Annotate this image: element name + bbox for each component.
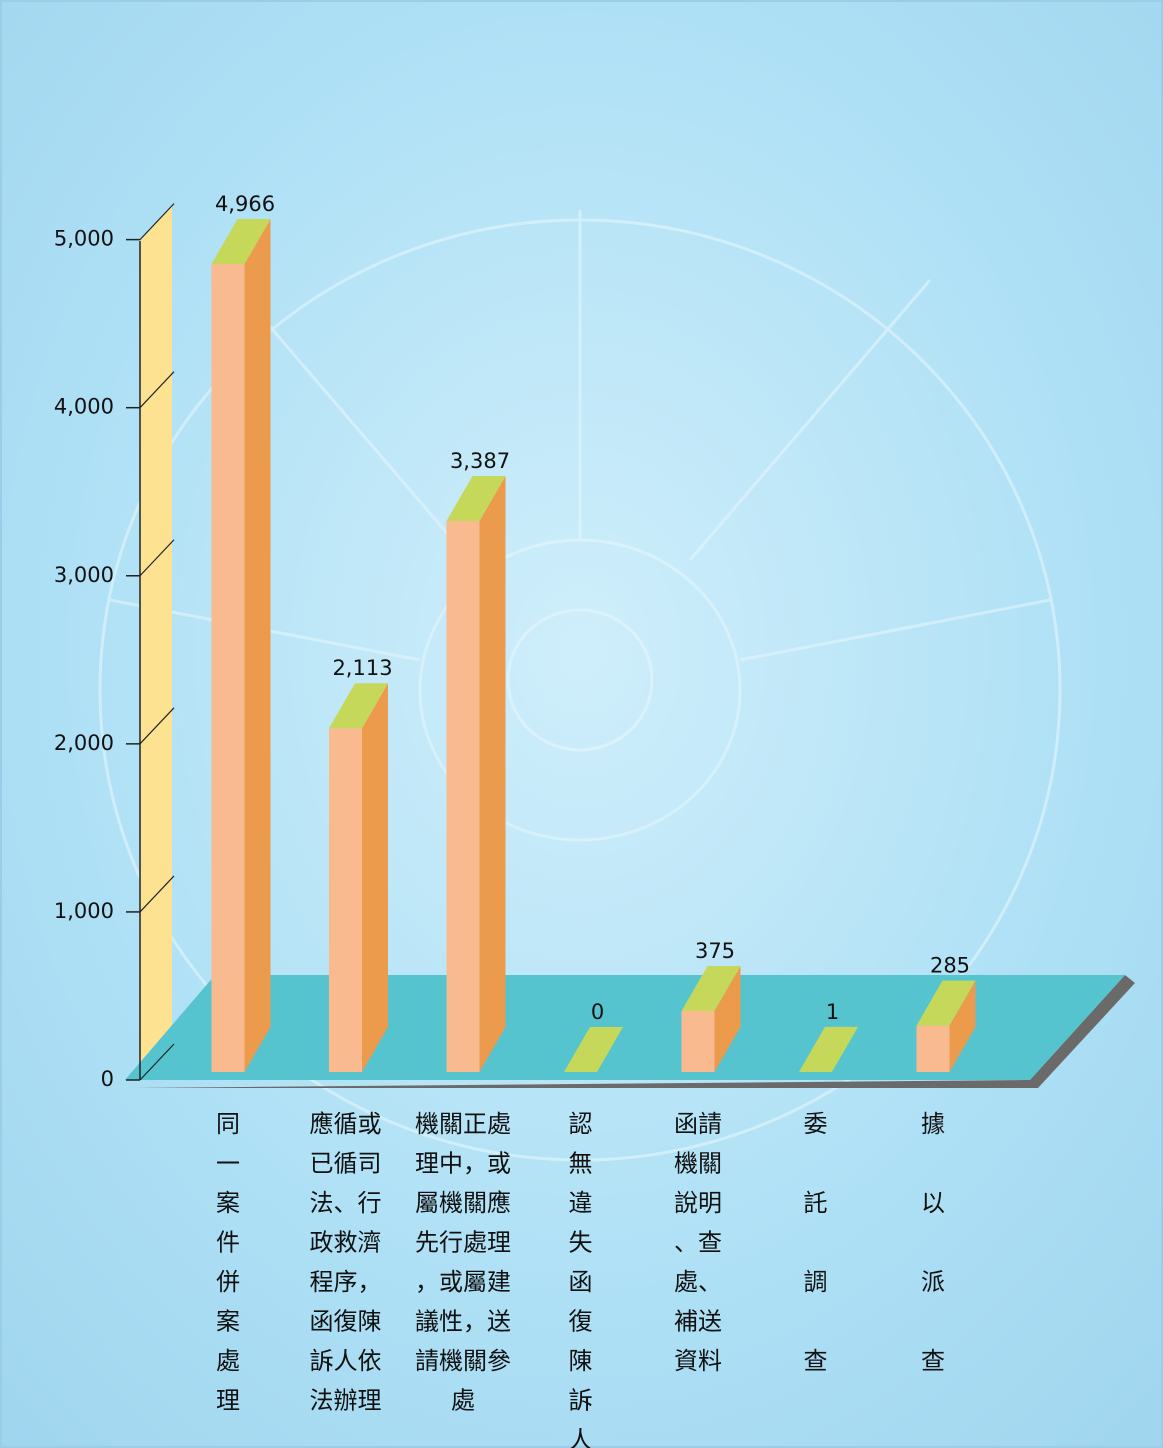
bar <box>682 1011 715 1072</box>
value-label: 3,387 <box>450 449 510 473</box>
value-label: 4,966 <box>215 192 275 216</box>
bar <box>212 264 245 1072</box>
bar-side <box>480 476 506 1072</box>
y-tick-label: 4,000 <box>54 395 114 419</box>
y-tick-label: 2,000 <box>54 731 114 755</box>
value-label: 285 <box>930 954 970 978</box>
y-tick-label: 1,000 <box>54 899 114 923</box>
axis-wall <box>140 206 172 1080</box>
chart: 01,0002,0003,0004,0005,0004,966同一案件併案處理2… <box>0 0 1163 1448</box>
bar-side <box>245 219 271 1072</box>
bar <box>917 1026 950 1072</box>
y-tick-label: 3,000 <box>54 563 114 587</box>
bar <box>447 521 480 1072</box>
value-label: 0 <box>591 1000 604 1024</box>
bar-side <box>362 683 388 1072</box>
x-tick-label: 認無違失函復陳訴人 <box>569 1110 593 1448</box>
value-label: 1 <box>826 1000 839 1024</box>
value-label: 375 <box>695 939 735 963</box>
y-tick-label: 5,000 <box>54 227 114 251</box>
value-label: 2,113 <box>332 656 392 680</box>
x-tick-label: 函請機關說明、查處、補送資料 <box>674 1110 722 1375</box>
y-tick-label: 0 <box>101 1067 114 1091</box>
bar <box>329 728 362 1072</box>
